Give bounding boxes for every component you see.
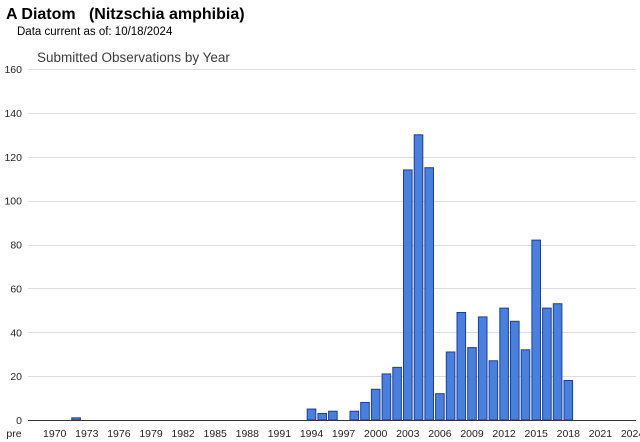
bar-2014[interactable] xyxy=(520,349,531,421)
y-tick-label: 80 xyxy=(10,240,22,252)
y-tick-label: 160 xyxy=(4,64,22,76)
bar-2010[interactable] xyxy=(477,316,488,421)
bar-2006[interactable] xyxy=(435,393,445,421)
y-axis-ticks: 0 20 40 60 80 100 120 140 160 xyxy=(4,64,22,427)
bar-2005[interactable] xyxy=(424,167,434,421)
x-tick-label: 1985 xyxy=(204,428,228,440)
x-axis-ticks: pre 1970 1973 1976 1979 1982 1985 1988 1991 1994 1… xyxy=(6,428,640,440)
x-tick-label: 2012 xyxy=(492,428,516,440)
bar-2011[interactable] xyxy=(488,360,499,421)
bar-1996[interactable] xyxy=(328,410,338,421)
x-tick-label: 2024 xyxy=(621,428,640,440)
y-tick-label: 60 xyxy=(10,283,22,295)
bar-2012[interactable] xyxy=(499,307,509,421)
x-tick-label: 2009 xyxy=(460,428,484,440)
bar-1994[interactable] xyxy=(306,408,317,421)
y-tick-label: 0 xyxy=(16,415,22,427)
bar-2013[interactable] xyxy=(510,320,520,421)
bar-2001[interactable] xyxy=(381,373,392,421)
y-tick-label: 100 xyxy=(4,196,22,208)
x-tick-label: 1976 xyxy=(107,428,131,440)
y-tick-label: 140 xyxy=(4,108,22,120)
x-tick-label: 1973 xyxy=(75,428,99,440)
y-tick-label: 120 xyxy=(4,152,22,164)
bar-2003[interactable] xyxy=(403,169,413,421)
x-tick-label: 1991 xyxy=(268,428,292,440)
x-tick-label: 1982 xyxy=(171,428,195,440)
x-tick-label: 2018 xyxy=(557,428,581,440)
bar-2009[interactable] xyxy=(467,347,477,421)
x-tick-label: 1970 xyxy=(43,428,67,440)
x-tick-label: pre xyxy=(6,428,21,440)
x-tick-label: 2021 xyxy=(589,428,613,440)
y-tick-label: 40 xyxy=(10,327,22,339)
x-tick-label: 2006 xyxy=(428,428,452,440)
bar-2004[interactable] xyxy=(413,134,424,421)
x-tick-label: 1979 xyxy=(139,428,163,440)
species-title: A Diatom (Nitzschia amphibia) xyxy=(6,6,245,23)
bar-2007[interactable] xyxy=(445,351,456,421)
x-tick-label: 2000 xyxy=(364,428,388,440)
bar-2017[interactable] xyxy=(552,303,563,421)
chart-title: Submitted Observations by Year xyxy=(37,50,230,65)
x-tick-label: 1988 xyxy=(236,428,260,440)
bar-1999[interactable] xyxy=(360,401,370,421)
bars xyxy=(71,134,574,421)
x-tick-label: 2015 xyxy=(525,428,549,440)
bar-2018[interactable] xyxy=(563,380,574,421)
bar-2008[interactable] xyxy=(456,312,467,421)
bar-2000[interactable] xyxy=(370,388,381,421)
bar-1998[interactable] xyxy=(349,410,360,421)
x-tick-label: 2003 xyxy=(396,428,420,440)
x-tick-label: 1997 xyxy=(332,428,356,440)
bar-2015[interactable] xyxy=(531,239,542,421)
bar-2016[interactable] xyxy=(542,307,552,421)
bar-1972[interactable] xyxy=(71,417,81,421)
data-current-date: Data current as of: 10/18/2024 xyxy=(17,26,173,38)
x-tick-label: 1994 xyxy=(300,428,324,440)
bar-2002[interactable] xyxy=(392,366,402,421)
bar-1995[interactable] xyxy=(317,412,327,421)
y-tick-label: 20 xyxy=(10,371,22,383)
